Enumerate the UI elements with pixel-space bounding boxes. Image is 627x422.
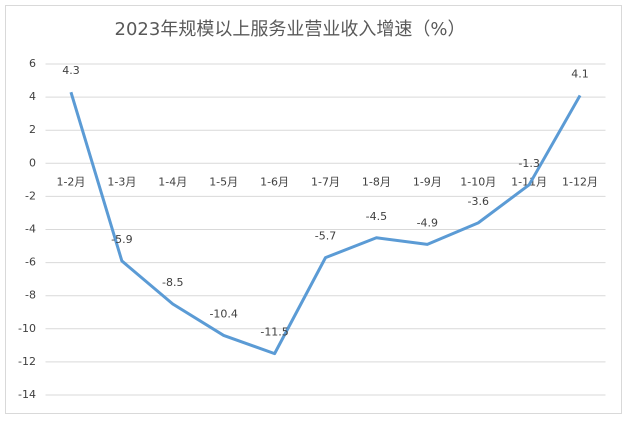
data-label: -10.4 <box>209 307 237 320</box>
y-tick-label: 2 <box>29 123 36 136</box>
x-tick-label: 1-10月 <box>460 175 496 188</box>
data-label: -3.6 <box>467 195 488 208</box>
y-tick-label: -14 <box>18 388 36 401</box>
x-tick-label: 1-3月 <box>107 175 136 188</box>
data-label: 4.3 <box>62 64 80 77</box>
data-label: -4.9 <box>417 216 438 229</box>
y-tick-label: -4 <box>25 223 36 236</box>
data-line <box>69 91 582 356</box>
y-tick-label: 0 <box>29 156 36 169</box>
x-tick-label: 1-7月 <box>311 175 340 188</box>
x-tick-label: 1-12月 <box>562 175 598 188</box>
x-tick-label: 1-4月 <box>158 175 187 188</box>
y-tick-label: -12 <box>18 355 36 368</box>
data-label: -5.9 <box>111 233 132 246</box>
data-label: -11.5 <box>260 326 288 339</box>
data-label: 4.1 <box>571 67 589 80</box>
data-label: -1.3 <box>518 157 539 170</box>
x-tick-label: 1-6月 <box>260 175 289 188</box>
chart-border <box>5 5 622 414</box>
x-tick-label: 1-2月 <box>56 175 85 188</box>
y-tick-label: -6 <box>25 256 36 269</box>
y-tick-label: -2 <box>25 189 36 202</box>
x-tick-label: 1-9月 <box>413 175 442 188</box>
y-tick-label: -10 <box>18 322 36 335</box>
data-label: -4.5 <box>366 210 387 223</box>
y-tick-label: 6 <box>29 57 36 70</box>
y-tick-label: 4 <box>29 90 36 103</box>
chart-title: 2023年规模以上服务业营业收入增速（%） <box>115 19 466 40</box>
x-tick-label: 1-5月 <box>209 175 238 188</box>
y-tick-label: -8 <box>25 289 36 302</box>
data-label: -5.7 <box>315 230 336 243</box>
x-tick-label: 1-8月 <box>362 175 391 188</box>
data-label: -8.5 <box>162 276 183 289</box>
